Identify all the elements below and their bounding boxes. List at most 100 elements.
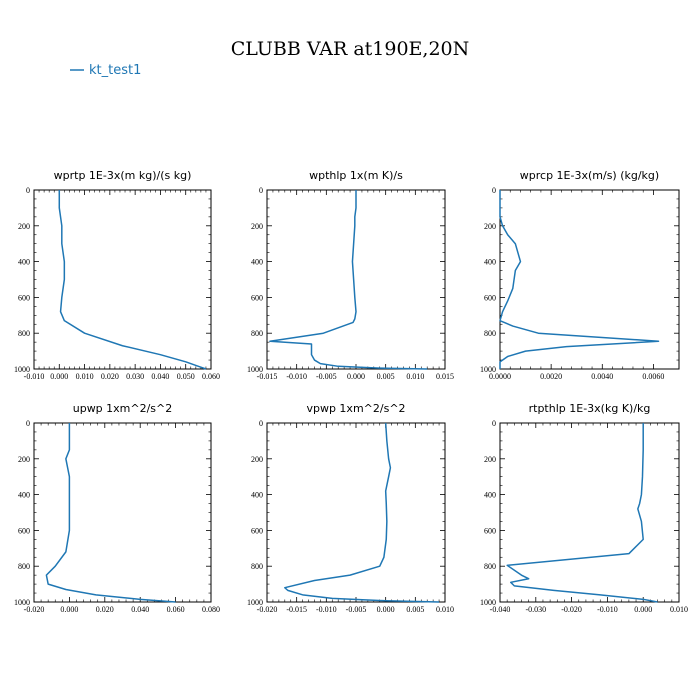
x-tick-label: -0.040 — [490, 605, 511, 614]
y-tick-label: 400 — [18, 258, 30, 267]
y-tick-label: 1000 — [480, 365, 496, 374]
plot-frame — [33, 422, 212, 603]
panel-5: vpwp 1xm^2/s^2 -0.020 -0.015 -0.010 -0.005 0.… — [247, 402, 454, 614]
y-tick-label: 0 — [492, 186, 496, 195]
panel-title: wprtp 1E-3x(m kg)/(s kg) — [54, 169, 192, 182]
y-tick-label: 400 — [484, 258, 496, 267]
y-tick-label: 600 — [251, 526, 263, 535]
x-tick-label: -0.010 — [286, 372, 307, 381]
x-tick-label: 0.000 — [347, 372, 365, 381]
x-tick-label: -0.005 — [346, 605, 367, 614]
y-tick-label: 800 — [251, 562, 263, 571]
y-tick-label: 600 — [484, 293, 496, 302]
y-tick-label: 600 — [484, 526, 496, 535]
y-tick-label: 0 — [26, 186, 30, 195]
panel-2: wpthlp 1x(m K)/s -0.015 -0.010 -0.005 0.000 0… — [247, 169, 454, 381]
x-tick-label: 0.010 — [76, 372, 94, 381]
x-tick-label: 0.040 — [151, 372, 169, 381]
y-tick-label: 200 — [484, 455, 496, 464]
y-tick-label: 400 — [251, 491, 263, 500]
x-tick-label: 0.000 — [60, 605, 78, 614]
x-tick-label: 0.0000 — [489, 372, 511, 381]
x-tick-label: -0.015 — [286, 605, 307, 614]
x-tick-label: 0.020 — [96, 605, 114, 614]
y-tick-label: 800 — [18, 562, 30, 571]
series-line — [499, 190, 660, 369]
x-tick-label: -0.020 — [561, 605, 582, 614]
y-tick-label: 200 — [484, 222, 496, 231]
y-tick-label: 800 — [484, 562, 496, 571]
x-tick-label: 0.030 — [126, 372, 144, 381]
x-tick-label: -0.015 — [257, 372, 278, 381]
x-tick-label: 0.050 — [177, 372, 195, 381]
y-tick-label: 1000 — [14, 365, 30, 374]
x-tick-label: 0.015 — [436, 372, 454, 381]
panel-title: wpthlp 1x(m K)/s — [309, 169, 403, 182]
x-tick-label: 0.040 — [131, 605, 149, 614]
x-tick-label: 0.0040 — [591, 372, 613, 381]
panel-3: wprcp 1E-3x(m/s) (kg/kg) 0.0000 0.0020 0.00… — [480, 169, 680, 381]
panel-title: rtpthlp 1E-3x(kg K)/kg — [529, 402, 651, 415]
panel-title: wprcp 1E-3x(m/s) (kg/kg) — [520, 169, 659, 182]
series-line — [45, 423, 176, 603]
x-tick-label: 0.005 — [406, 605, 424, 614]
panel-6: rtpthlp 1E-3x(kg K)/kg -0.040 -0.030 -0.020… — [480, 402, 688, 614]
series-line — [58, 190, 207, 370]
y-tick-label: 0 — [259, 186, 263, 195]
y-tick-label: 200 — [18, 222, 30, 231]
y-tick-label: 1000 — [480, 598, 496, 607]
x-tick-label: -0.010 — [597, 605, 618, 614]
y-tick-label: 200 — [18, 455, 30, 464]
y-tick-label: 800 — [251, 329, 263, 338]
y-tick-label: 600 — [251, 293, 263, 302]
legend: kt_test1 — [70, 63, 141, 78]
y-tick-label: 1000 — [247, 598, 263, 607]
x-tick-label: 0.000 — [634, 605, 652, 614]
x-tick-label: 0.060 — [167, 605, 185, 614]
x-tick-label: 0.010 — [670, 605, 688, 614]
plot-frame — [266, 422, 446, 603]
x-tick-label: 0.060 — [202, 372, 220, 381]
chart-title: CLUBB VAR at190E,20N — [231, 38, 470, 60]
y-tick-label: 400 — [251, 258, 263, 267]
y-tick-label: 600 — [18, 293, 30, 302]
x-tick-label: -0.010 — [316, 605, 337, 614]
y-tick-label: 0 — [259, 419, 263, 428]
y-tick-label: 400 — [18, 491, 30, 500]
y-tick-label: 600 — [18, 526, 30, 535]
x-tick-label: 0.000 — [377, 605, 395, 614]
panel-title: upwp 1xm^2/s^2 — [73, 402, 173, 415]
series-line — [284, 422, 440, 603]
series-line — [506, 423, 658, 603]
y-tick-label: 200 — [251, 455, 263, 464]
x-tick-label: -0.005 — [316, 372, 337, 381]
x-tick-label: -0.010 — [24, 372, 45, 381]
x-tick-label: -0.030 — [525, 605, 546, 614]
x-tick-label: 0.000 — [50, 372, 68, 381]
panel-1: wprtp 1E-3x(m kg)/(s kg) -0.010 0.000 0.010… — [14, 169, 220, 381]
y-tick-label: 1000 — [247, 365, 263, 374]
legend-label: kt_test1 — [89, 63, 141, 78]
y-tick-label: 0 — [492, 419, 496, 428]
x-tick-label: -0.020 — [24, 605, 45, 614]
y-tick-label: 1000 — [14, 598, 30, 607]
y-tick-label: 800 — [18, 329, 30, 338]
plot-frame — [499, 422, 680, 603]
x-tick-label: 0.020 — [101, 372, 119, 381]
x-tick-label: 0.0020 — [540, 372, 562, 381]
x-tick-label: 0.010 — [406, 372, 424, 381]
x-tick-label: 0.010 — [436, 605, 454, 614]
y-tick-label: 400 — [484, 491, 496, 500]
series-line — [269, 190, 428, 370]
panels: wprtp 1E-3x(m kg)/(s kg) -0.010 0.000 0.010… — [14, 169, 688, 614]
y-tick-label: 0 — [26, 419, 30, 428]
panel-4: upwp 1xm^2/s^2 -0.020 0.000 0.020 0.040 0.060… — [14, 402, 220, 614]
x-tick-label: 0.005 — [377, 372, 395, 381]
y-tick-label: 800 — [484, 329, 496, 338]
x-tick-label: 0.0060 — [642, 372, 664, 381]
x-tick-label: 0.080 — [202, 605, 220, 614]
y-tick-label: 200 — [251, 222, 263, 231]
x-tick-label: -0.020 — [257, 605, 278, 614]
panel-title: vpwp 1xm^2/s^2 — [306, 402, 405, 415]
